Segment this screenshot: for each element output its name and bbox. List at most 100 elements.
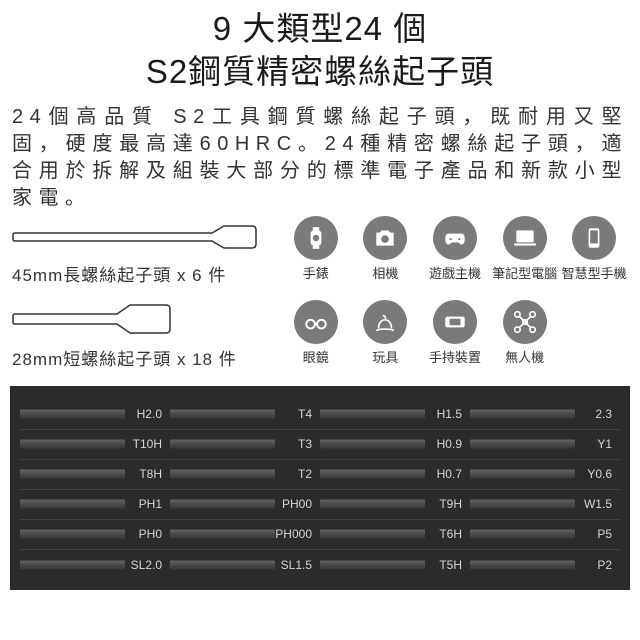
- bit-text: PH000: [275, 527, 312, 541]
- bit-cell: P5: [470, 527, 620, 541]
- bit-cell: T3: [170, 437, 320, 451]
- bit-text: T5H: [439, 558, 462, 572]
- bit-cell: H0.7: [320, 467, 470, 481]
- bit-text: T6H: [439, 527, 462, 541]
- handheld-icon: [433, 300, 477, 344]
- bit-text: T4: [298, 407, 312, 421]
- device-icons-grid: 手錶 相機 遊戲主機 筆記型電腦 智慧型手機: [272, 216, 628, 380]
- bit-cell: T10H: [20, 437, 170, 451]
- bit-shaft-icon: [20, 560, 125, 569]
- watch-icon: [294, 216, 338, 260]
- bit-text: H2.0: [137, 407, 162, 421]
- bit-cell: PH000: [170, 527, 320, 541]
- bit-text: PH00: [282, 497, 312, 511]
- bit-row: PH1 PH00 T9H W1.5: [20, 490, 620, 520]
- icon-glasses: 眼鏡: [282, 300, 350, 380]
- bit-shaft-icon: [20, 470, 125, 479]
- title-line-1: 9 大類型24 個: [0, 8, 640, 51]
- description: 24個高品質 S2工具鋼質螺絲起子頭，既耐用又堅固，硬度最高達60HRC。24種…: [0, 94, 640, 216]
- bit-shaft-icon: [170, 500, 275, 509]
- bit-cell: W1.5: [470, 497, 620, 511]
- bit-shaft-icon: [470, 500, 575, 509]
- bit-shaft-icon: [470, 410, 575, 419]
- icon-label: 智慧型手機: [562, 263, 627, 282]
- bit-row: T8H T2 H0.7 Y0.6: [20, 460, 620, 490]
- bit-cell: PH0: [20, 527, 170, 541]
- bit-shaft-icon: [170, 560, 275, 569]
- bit-text: T2: [298, 467, 312, 481]
- bit-shaft-icon: [20, 440, 125, 449]
- bit-cell: H0.9: [320, 437, 470, 451]
- icon-game: 遊戲主機: [421, 216, 489, 296]
- bit-cell: P2: [470, 558, 620, 572]
- game-icon: [433, 216, 477, 260]
- bit-text: PH0: [139, 527, 162, 541]
- bit-shaft-icon: [20, 500, 125, 509]
- bit-text: T8H: [139, 467, 162, 481]
- bit-cell: T2: [170, 467, 320, 481]
- icon-camera: 相機: [352, 216, 420, 296]
- long-bit-label: 45mm長螺絲起子頭 x 6 件: [12, 261, 272, 286]
- icon-label: 手錶: [303, 263, 329, 282]
- bit-cell: H2.0: [20, 407, 170, 421]
- bit-cell: Y0.6: [470, 467, 620, 481]
- drone-icon: [503, 300, 547, 344]
- bit-text: PH1: [139, 497, 162, 511]
- glasses-icon: [294, 300, 338, 344]
- toy-icon: [363, 300, 407, 344]
- camera-icon: [363, 216, 407, 260]
- bit-row: PH0 PH000 T6H P5: [20, 520, 620, 550]
- bit-shaft-icon: [470, 470, 575, 479]
- bit-cell: H1.5: [320, 407, 470, 421]
- bit-shaft-icon: [320, 530, 425, 539]
- title-line-2: S2鋼質精密螺絲起子頭: [0, 51, 640, 94]
- bit-shaft-icon: [170, 470, 275, 479]
- bit-shaft-icon: [20, 410, 125, 419]
- bit-shaft-icon: [320, 560, 425, 569]
- icon-drone: 無人機: [491, 300, 559, 380]
- long-bit-outline-icon: [12, 222, 257, 252]
- bit-cell: Y1: [470, 437, 620, 451]
- icon-label: 無人機: [505, 347, 544, 366]
- bit-shaft-icon: [470, 530, 575, 539]
- icon-toy: 玩具: [352, 300, 420, 380]
- icon-label: 筆記型電腦: [492, 263, 557, 282]
- icon-handheld: 手持裝置: [421, 300, 489, 380]
- icon-laptop: 筆記型電腦: [491, 216, 559, 296]
- short-bit-outline-icon: [12, 302, 172, 336]
- bit-text: W1.5: [584, 497, 612, 511]
- bit-text: P5: [597, 527, 612, 541]
- bits-panel: H2.0 T4 H1.5 2.3 T10H T3H0.9 Y1 T8H T2 H0.7 Y0.6 PH…: [10, 386, 630, 590]
- bit-cell: T9H: [320, 497, 470, 511]
- bit-text: T10H: [133, 437, 162, 451]
- bit-cell: T5H: [320, 558, 470, 572]
- icon-watch: 手錶: [282, 216, 350, 296]
- bit-outlines-col: 45mm長螺絲起子頭 x 6 件 28mm短螺絲起子頭 x 18 件: [12, 216, 272, 380]
- bit-shaft-icon: [20, 530, 125, 539]
- bit-text: SL1.5: [281, 558, 312, 572]
- bit-shaft-icon: [470, 560, 575, 569]
- bit-text: P2: [597, 558, 612, 572]
- bit-cell: PH00: [170, 497, 320, 511]
- icon-phone: 智慧型手機: [560, 216, 628, 296]
- icon-label: 相機: [372, 263, 398, 282]
- icon-label: 玩具: [372, 347, 398, 366]
- bit-text: SL2.0: [131, 558, 162, 572]
- icon-label: 遊戲主機: [429, 263, 481, 282]
- bit-cell: PH1: [20, 497, 170, 511]
- bit-shaft-icon: [170, 440, 275, 449]
- bit-shaft-icon: [320, 470, 425, 479]
- bit-text: Y1: [597, 437, 612, 451]
- bit-text: 2.3: [595, 407, 612, 421]
- bit-cell: SL2.0: [20, 558, 170, 572]
- bit-text: H1.5: [437, 407, 462, 421]
- bit-shaft-icon: [170, 530, 275, 539]
- bit-shaft-icon: [170, 410, 275, 419]
- bit-row: H2.0 T4 H1.5 2.3: [20, 400, 620, 430]
- phone-icon: [572, 216, 616, 260]
- short-bit-label: 28mm短螺絲起子頭 x 18 件: [12, 345, 272, 370]
- bit-shaft-icon: [470, 440, 575, 449]
- icon-label: 手持裝置: [429, 347, 481, 366]
- bit-text: Y0.6: [587, 467, 612, 481]
- bit-cell: T6H: [320, 527, 470, 541]
